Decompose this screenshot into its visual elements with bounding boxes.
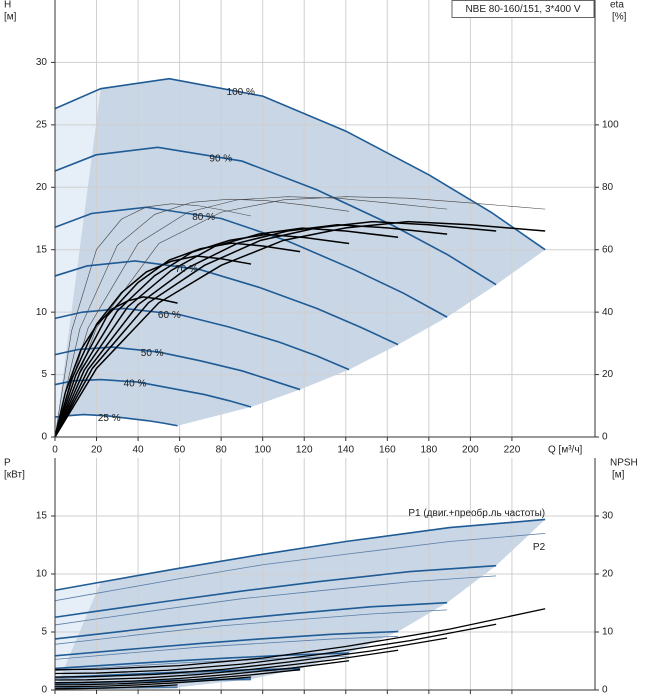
y-tick-label: 10 [36,307,48,318]
curve [54,203,252,438]
x-tick-label: 0 [52,445,58,456]
curve [54,307,350,371]
x-tick-label: 120 [296,445,313,456]
curve [54,220,546,438]
y-tick-label: 20 [36,182,48,193]
y-tick-label: 25 [36,119,48,130]
y2-tick-label: 100 [602,119,619,130]
curve [54,296,178,438]
y2-tick-label: 40 [602,307,614,318]
y-tick-label: 30 [36,57,48,68]
curve [54,652,350,670]
y2-tick-label: 10 [602,627,614,638]
curve [54,260,399,346]
curve [54,564,497,619]
y-tick-label: 15 [36,511,48,522]
y2-tick-label: 20 [602,369,614,380]
curve-label: 70 % [175,264,198,275]
curve [54,146,497,286]
y2-label: eta [610,0,624,11]
operating-range [55,519,546,690]
title-box [451,0,595,18]
curve [54,684,178,690]
x-tick-label: 140 [337,445,354,456]
y-tick-label: 0 [41,432,47,443]
curve-label: 80 % [192,212,215,223]
curve-label: 40 % [124,379,147,390]
curve [54,77,546,251]
curve-label: P1 (двиг.+преобр.ль частоты) [408,507,545,519]
y-tick-label: 5 [41,627,47,638]
y2-unit: [м] [612,470,625,481]
y-tick-label: 15 [36,244,48,255]
y-unit: [кВт] [4,470,25,481]
curve-label: 50 % [141,348,164,359]
curve [54,601,448,640]
x-tick-label: 160 [379,445,396,456]
x-tick-label: 200 [462,445,479,456]
x-tick-label: 180 [421,445,438,456]
y-tick-label: 5 [41,369,47,380]
curve [54,196,546,438]
curve [54,518,546,592]
y2-tick-label: 0 [602,685,608,696]
curve [54,649,399,681]
curve [54,220,497,438]
y2-unit: [%] [612,12,627,23]
curve-label: P2 [533,542,546,553]
curve [54,378,252,408]
curve [54,676,252,688]
curve [54,623,497,675]
x-tick-label: 40 [133,445,145,456]
x-tick-label: 20 [91,445,103,456]
curve-label: 60 % [158,310,181,321]
y2-tick-label: 0 [602,432,608,443]
y2-tick-label: 60 [602,244,614,255]
curve-label: 25 % [98,413,121,424]
y-label: H [4,0,11,11]
y-tick-label: 0 [41,685,47,696]
curve [54,242,301,438]
curve [54,669,301,686]
curve [54,608,546,671]
curve [54,533,546,602]
x-label: Q [м³/ч] [548,445,583,456]
curve [54,198,350,438]
curve [54,255,252,438]
curve [54,637,448,678]
operating-range [55,78,546,437]
curve [54,346,301,391]
y-tick-label: 10 [36,569,48,580]
curve [54,660,350,684]
y-label: P [4,458,11,469]
curve-label: 100 % [227,87,255,98]
x-tick-label: 60 [174,445,186,456]
curve [54,206,448,318]
y2-tick-label: 30 [602,511,614,522]
x-tick-label: 100 [254,445,271,456]
y-unit: [м] [4,12,17,23]
y2-tick-label: 80 [602,182,614,193]
curve [54,609,448,645]
curve [54,575,497,626]
y2-tick-label: 20 [602,569,614,580]
curve [54,413,178,427]
curve [54,635,399,660]
y2-label: NPSH [610,458,638,469]
chart-title: NBE 80-160/151, 3*400 V [465,4,580,15]
x-tick-label: 220 [504,445,521,456]
curve [54,630,399,657]
curve-label: 90 % [209,153,232,164]
x-tick-label: 80 [216,445,228,456]
